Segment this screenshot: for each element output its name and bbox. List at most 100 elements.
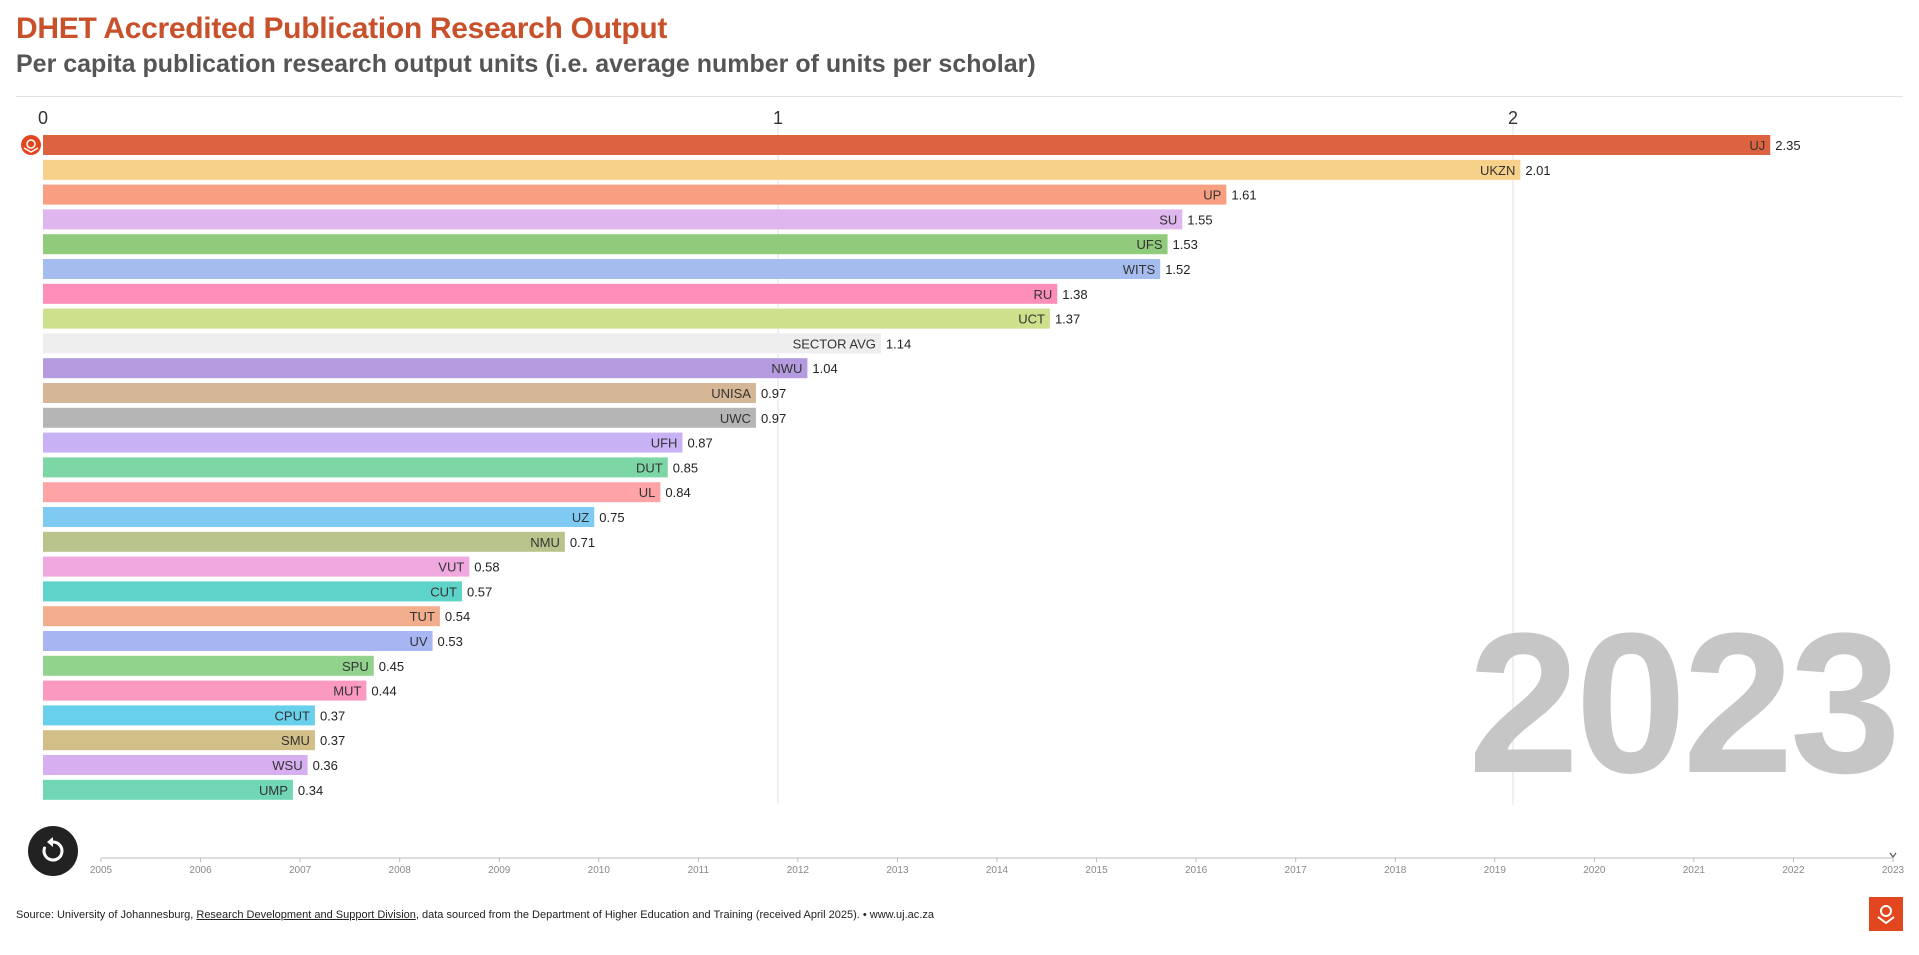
bar-value-label: 0.97 [761, 411, 786, 426]
bar [43, 680, 367, 701]
source-suffix: , data sourced from the Department of Hi… [415, 909, 934, 921]
bar [43, 184, 1227, 205]
timeline-year-label[interactable]: 2023 [1882, 865, 1905, 876]
chart-title: DHET Accredited Publication Research Out… [16, 12, 668, 45]
bar-category-label: UFS [1137, 237, 1163, 252]
year-watermark: 2023 [1468, 592, 1897, 815]
timeline-year-label[interactable]: 2014 [986, 865, 1009, 876]
bar-group: VUT 0.58 [43, 556, 500, 577]
timeline-year-label[interactable]: 2019 [1484, 865, 1507, 876]
bar [43, 531, 565, 552]
bar-value-label: 0.87 [687, 436, 712, 451]
bar-value-label: 1.53 [1173, 237, 1198, 252]
bar-group: WSU 0.36 [43, 755, 338, 775]
bar-category-label: SU [1159, 212, 1177, 227]
bar-category-label: VUT [438, 560, 464, 575]
bar-category-label: TUT [410, 609, 435, 624]
bar-group: UNISA 0.97 [43, 383, 786, 403]
bar-group: WITS 1.52 [43, 259, 1191, 279]
bar-category-label: UZ [572, 510, 589, 525]
bar [43, 482, 661, 503]
replay-button[interactable] [28, 826, 78, 876]
bar [43, 283, 1058, 304]
bar-group: TUT 0.54 [43, 606, 470, 627]
timeline-year-label[interactable]: 2015 [1085, 865, 1108, 876]
bar [43, 159, 1521, 180]
bar-value-label: 0.97 [761, 386, 786, 401]
bar-category-label: UNISA [711, 386, 751, 401]
x-tick-label: 1 [773, 108, 783, 128]
bar-group: CUT 0.57 [43, 581, 492, 602]
bar-category-label: UL [639, 485, 656, 500]
timeline-year-label[interactable]: 2020 [1583, 865, 1606, 876]
bar-value-label: 0.58 [474, 560, 499, 575]
bar-group: UP 1.61 [43, 184, 1257, 205]
bar-category-label: UMP [259, 783, 288, 798]
bar-value-label: 1.37 [1055, 312, 1080, 327]
timeline-year-label[interactable]: 2007 [289, 865, 312, 876]
timeline-year-label[interactable]: 2022 [1782, 865, 1805, 876]
bar-category-label: UWC [720, 411, 751, 426]
bar-value-label: 1.38 [1062, 287, 1087, 302]
bar-group: UFS 1.53 [43, 234, 1198, 255]
timeline-year-label[interactable]: 2017 [1285, 865, 1308, 876]
bar [43, 631, 433, 651]
bar [43, 259, 1161, 279]
uj-logo-icon [1877, 905, 1895, 925]
x-tick-label: 0 [38, 108, 48, 128]
bar-category-label: WITS [1123, 262, 1156, 277]
uj-logo [1869, 897, 1903, 931]
year-timeline[interactable]: 2005 2006 2007 2008 2009 2010 2011 2012 2013 2014… [0, 850, 1919, 880]
bar-group: UKZN 2.01 [43, 159, 1551, 180]
timeline-year-label[interactable]: 2021 [1683, 865, 1706, 876]
bar-group: DUT 0.85 [43, 457, 698, 478]
timeline-year-label[interactable]: 2009 [488, 865, 511, 876]
bar-value-label: 0.37 [320, 733, 345, 748]
timeline-year-label[interactable]: 2013 [886, 865, 909, 876]
bar-value-label: 0.85 [673, 460, 698, 475]
bar [43, 432, 683, 453]
bar-category-label: SMU [281, 733, 310, 748]
bar-group: UV 0.53 [43, 631, 463, 651]
bar-value-label: 0.75 [599, 510, 624, 525]
bar-category-label: DUT [636, 460, 663, 475]
bar [43, 779, 293, 800]
bar [43, 333, 881, 354]
bar-category-label: UP [1203, 188, 1221, 203]
timeline-year-label[interactable]: 2012 [787, 865, 810, 876]
source-link[interactable]: Research Development and Support Divisio… [196, 909, 416, 921]
timeline-year-label[interactable]: 2008 [389, 865, 412, 876]
bar [43, 581, 462, 602]
timeline-handle[interactable] [1889, 852, 1897, 858]
bar [43, 358, 808, 379]
bar-group: NMU 0.71 [43, 531, 595, 552]
bar-group: UL 0.84 [43, 482, 691, 503]
bar-value-label: 2.01 [1525, 163, 1550, 178]
bar-group: SECTOR AVG 1.14 [43, 333, 911, 354]
header-divider [16, 96, 1903, 97]
bars-layer: UJ 2.35 UKZN 2.01 UP 1.61 SU 1.55 UFS 1.53 WITS 1.5… [21, 135, 1801, 800]
bar-category-label: NWU [771, 361, 802, 376]
bar-group: UJ 2.35 [21, 135, 1801, 155]
timeline-year-label[interactable]: 2018 [1384, 865, 1407, 876]
timeline-year-label[interactable]: 2011 [688, 865, 710, 876]
bar-value-label: 0.84 [665, 485, 690, 500]
bar [43, 507, 595, 527]
bar-category-label: UKZN [1480, 163, 1515, 178]
bar [43, 730, 315, 751]
timeline-year-label[interactable]: 2006 [189, 865, 212, 876]
bar-value-label: 0.36 [313, 758, 338, 773]
bar-category-label: UJ [1749, 138, 1765, 153]
bar-group: SU 1.55 [43, 209, 1213, 230]
bar-category-label: UFH [651, 436, 678, 451]
bar-value-label: 2.35 [1775, 138, 1800, 153]
bar [43, 209, 1183, 230]
timeline-year-label[interactable]: 2016 [1185, 865, 1208, 876]
timeline-year-label[interactable]: 2010 [588, 865, 611, 876]
bar-value-label: 1.14 [886, 336, 911, 351]
timeline-year-label[interactable]: 2005 [90, 865, 113, 876]
source-note: Source: University of Johannesburg, Rese… [16, 909, 934, 921]
bar-value-label: 1.55 [1187, 212, 1212, 227]
bar-value-label: 0.53 [438, 634, 463, 649]
